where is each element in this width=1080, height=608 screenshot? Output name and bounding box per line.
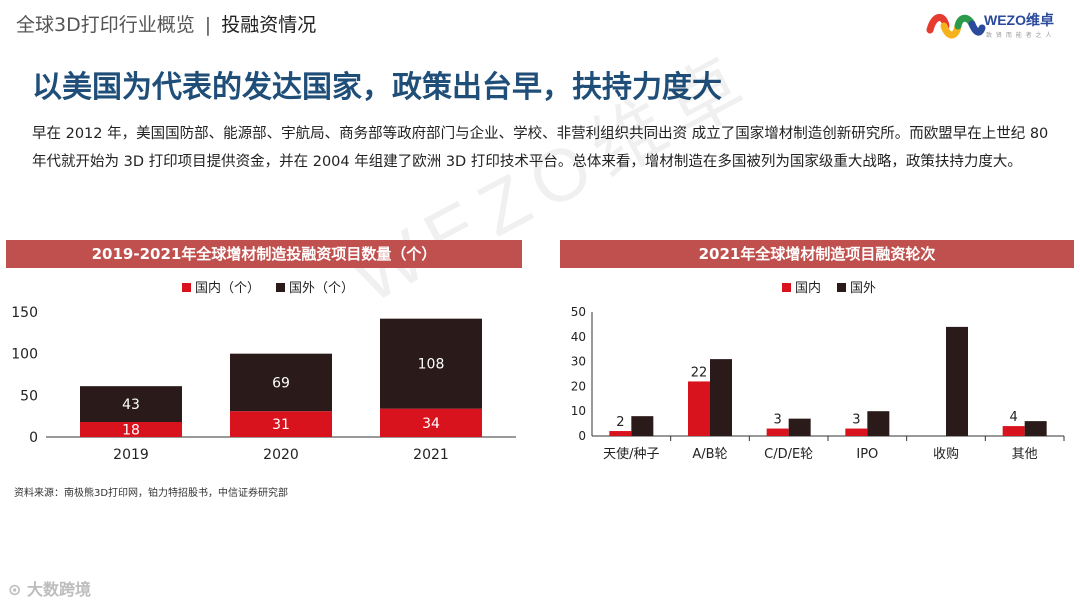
- chart1-value-label-0-2: 34: [422, 416, 440, 432]
- chart1-legend-label-0: 国内（个）: [195, 280, 260, 296]
- chart1-ytick-0: 0: [29, 430, 38, 446]
- chart1-legend-swatch-0: [182, 283, 191, 292]
- chart2-value-label-0-0: 2: [616, 415, 624, 430]
- logo-slogan: 致 贤 而 能 者 之 人: [986, 32, 1053, 39]
- chart1-xtick-1: 2020: [263, 447, 299, 463]
- chart1-bar-0-2: [380, 408, 482, 437]
- chart2-bar-0-0: [609, 431, 632, 436]
- chart2-bar-1-5: [1024, 421, 1047, 436]
- section-name: 全球3D打印行业概览: [16, 14, 195, 36]
- chart2-value-label-0-5: 4: [1010, 410, 1018, 425]
- chart2-legend-swatch-0: [782, 283, 791, 292]
- chart2-bar-1-2: [788, 418, 811, 436]
- chart1-legend-label-1: 国外（个）: [289, 281, 354, 296]
- chart1-value-label-1-0: 43: [122, 397, 140, 413]
- chart2-bar-0-3: [845, 428, 868, 436]
- chart1-value-label-0-1: 31: [272, 417, 290, 433]
- chart1-value-label-1-2: 108: [418, 357, 445, 373]
- chart2-title: 2021年全球增材制造项目融资轮次: [560, 240, 1074, 268]
- footer-brand-text: 大数跨境: [26, 580, 91, 599]
- chart2-xtick-2: C/D/E轮: [764, 447, 813, 462]
- chart2-xtick-5: 其他: [1012, 447, 1038, 462]
- chart1-xtick-2: 2021: [413, 447, 449, 463]
- chart1-value-label-1-1: 69: [272, 375, 290, 391]
- chart2-svg: 国内 国外 0 10 20 30 40 50 2 天使/种子 22 A/B轮 3 C/D/E轮 3 IPO 收购…: [571, 280, 1065, 462]
- chart2-legend-swatch-1: [837, 283, 846, 292]
- chart2-bar-0-5: [1002, 426, 1025, 436]
- page-section-title: 全球3D打印行业概览 | 投融资情况: [16, 10, 316, 37]
- chart2-bar-1-0: [631, 416, 654, 436]
- chart2-value-label-0-1: 22: [691, 365, 708, 380]
- chart1-ytick-2: 100: [11, 347, 38, 363]
- chart1-bar-1-2: [380, 318, 482, 409]
- chart2-ytick-5: 50: [571, 305, 586, 319]
- chart2-ytick-4: 40: [571, 330, 586, 344]
- chart2-legend-label-1: 国外: [850, 281, 876, 296]
- chart1-xtick-0: 2019: [113, 447, 149, 463]
- chart2-bar-1-4: [946, 326, 968, 436]
- chart2-bar-1-1: [710, 359, 732, 436]
- wezo-logo-icon: [926, 14, 986, 39]
- chart2-xtick-0: 天使/种子: [603, 446, 659, 462]
- chart2-xtick-4: 收购: [933, 446, 959, 462]
- logo-text: WEZO维卓: [984, 12, 1054, 28]
- source-note: 资料来源：南极熊3D打印网，铂力特招股书，中信证券研究部: [14, 488, 289, 499]
- title-separator: |: [204, 14, 212, 36]
- chart2-ytick-3: 30: [571, 355, 586, 369]
- chart1-ytick-1: 50: [20, 388, 38, 404]
- chart2-ytick-0: 0: [578, 429, 586, 443]
- headline: 以美国为代表的发达国家，政策出台早，扶持力度大: [32, 70, 722, 105]
- chart1-bar-0-0: [80, 422, 182, 437]
- chart1-bar-1-1: [230, 353, 332, 412]
- chart2-ytick-1: 10: [571, 404, 586, 418]
- chart2-ytick-2: 20: [571, 379, 586, 393]
- chart1-ytick-3: 150: [11, 305, 38, 321]
- chart2-xtick-3: IPO: [856, 447, 878, 462]
- body-paragraph: 早在 2012 年，美国国防部、能源部、宇航局、商务部等政府部门与企业、学校、非…: [32, 126, 1049, 170]
- chart2-bar-0-2: [766, 428, 789, 436]
- subsection-name: 投融资情况: [221, 14, 317, 36]
- chart1-title: 2019-2021年全球增材制造投融资项目数量（个）: [6, 240, 522, 268]
- chart1-bar-0-1: [230, 411, 332, 437]
- chart1-value-label-0-0: 18: [122, 423, 140, 439]
- chart1-legend-swatch-1: [276, 283, 285, 292]
- chart2-bar-1-3: [867, 411, 890, 436]
- chart2-value-label-0-3: 3: [852, 413, 860, 428]
- footer-logo-icon: ⊙: [8, 580, 27, 599]
- chart2-xtick-1: A/B轮: [692, 447, 727, 462]
- footer-brand: ⊙ 大数跨境: [8, 576, 91, 600]
- chart1-bar-1-0: [80, 386, 182, 422]
- chart1-svg: 国内（个） 国外（个） 0 50 100 150 18 43 2019 31 69 2020 34 108…: [11, 280, 516, 463]
- chart2-bar-0-1: [688, 381, 710, 436]
- chart2-legend-label-0: 国内: [795, 280, 821, 296]
- chart2-value-label-0-2: 3: [774, 413, 782, 428]
